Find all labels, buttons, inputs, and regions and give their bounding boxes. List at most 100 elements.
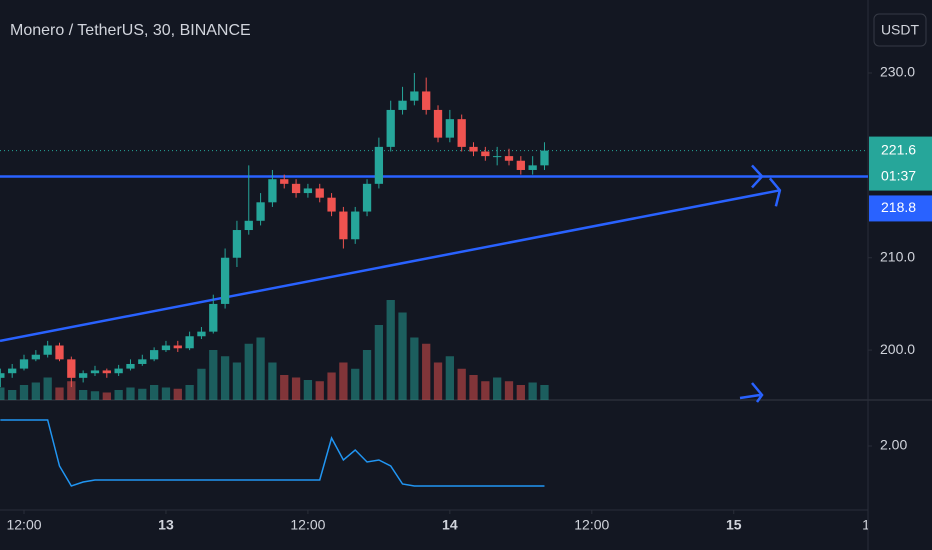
candle-body xyxy=(232,230,242,258)
x-tick-label: 12:00 xyxy=(6,517,41,533)
candle-body xyxy=(410,91,419,101)
volume-bar xyxy=(31,382,40,400)
candle-body xyxy=(19,359,29,369)
candle-body xyxy=(445,119,454,138)
candle-body xyxy=(31,354,40,360)
candle-body xyxy=(386,109,395,147)
volume-bar xyxy=(410,337,419,400)
candle-body xyxy=(374,146,384,184)
volume-bar xyxy=(0,387,5,400)
y-tick-label: 210.0 xyxy=(880,248,915,264)
volume-bar xyxy=(55,387,64,400)
candle-body xyxy=(457,119,466,147)
currency-label[interactable]: USDT xyxy=(881,22,920,38)
x-tick-label: 13 xyxy=(158,517,174,533)
volume-bar xyxy=(528,382,537,400)
volume-bar xyxy=(67,381,76,400)
candle-body xyxy=(138,359,147,364)
horizontal-line-label: 218.8 xyxy=(881,199,916,215)
volume-bar xyxy=(79,390,88,400)
x-tick-label: 14 xyxy=(442,517,458,533)
symbol-title: Monero / TetherUS, 30, BINANCE xyxy=(10,22,251,39)
candle-body xyxy=(67,359,76,378)
volume-bar xyxy=(433,362,443,400)
candle-body xyxy=(220,257,230,304)
volume-bar xyxy=(43,377,52,400)
candle-body xyxy=(481,151,490,157)
volume-bar xyxy=(161,387,171,400)
last-price-badge xyxy=(869,136,932,191)
volume-bar xyxy=(232,362,242,400)
candle-body xyxy=(256,202,265,221)
volume-bar xyxy=(291,377,301,400)
volume-bar xyxy=(351,368,360,400)
volume-bar xyxy=(256,337,265,400)
candle-body xyxy=(55,345,64,360)
currency-button[interactable] xyxy=(873,13,927,47)
candle-body xyxy=(0,373,5,378)
volume-bar xyxy=(149,385,159,400)
volume-bar xyxy=(504,381,514,400)
x-tick-label: 12:00 xyxy=(290,517,325,533)
candle-body xyxy=(327,197,336,212)
candle-body xyxy=(422,91,431,110)
volume-bar xyxy=(493,377,502,400)
candle-body xyxy=(149,350,159,360)
volume-bar xyxy=(220,356,230,400)
indicator-line xyxy=(0,419,545,487)
volume-bar xyxy=(374,325,384,400)
volume-bar xyxy=(173,388,182,400)
candle-body xyxy=(469,146,478,152)
candle-body xyxy=(161,345,171,351)
volume-bar xyxy=(303,380,313,400)
candle-body xyxy=(291,183,301,194)
volume-bar xyxy=(422,343,431,400)
volume-bar xyxy=(540,385,549,400)
volume-bar xyxy=(244,343,253,400)
volume-bar xyxy=(457,368,466,400)
last-price-label: 221.6 xyxy=(881,141,916,157)
y-tick-label: 230.0 xyxy=(880,64,915,80)
volume-bar xyxy=(114,390,123,400)
candle-body xyxy=(315,188,324,198)
trend-arrow xyxy=(768,177,782,207)
candle-body xyxy=(114,368,123,374)
candle-body xyxy=(102,370,111,374)
candle-body xyxy=(244,220,253,231)
volume-bar xyxy=(126,387,135,400)
volume-bar xyxy=(445,356,454,400)
candle-body xyxy=(185,336,194,349)
candle-body xyxy=(126,363,135,369)
candle-body xyxy=(433,109,443,138)
volume-bar xyxy=(90,391,100,400)
horizontal-line-badge xyxy=(869,195,932,222)
candle-body xyxy=(43,345,52,355)
candle-body xyxy=(79,373,88,378)
volume-bar xyxy=(386,300,395,400)
candle-body xyxy=(504,156,514,161)
candle-body xyxy=(280,179,289,184)
y-tick-label: 2.00 xyxy=(880,437,907,453)
candle-body xyxy=(493,156,502,158)
candle-body xyxy=(362,183,372,212)
drawing-arrow-fragment xyxy=(739,382,764,403)
candle-body xyxy=(268,179,277,203)
candle-body xyxy=(528,165,537,170)
volume-bar xyxy=(19,385,29,400)
x-tick-label: 15 xyxy=(726,517,742,533)
trend-line xyxy=(0,189,781,343)
countdown-label: 01:37 xyxy=(881,167,916,183)
volume-bar xyxy=(469,375,478,400)
horizontal-arrow xyxy=(751,164,764,189)
volume-bar xyxy=(339,362,348,400)
volume-bar xyxy=(280,375,289,400)
candle-body xyxy=(209,303,218,332)
candle-body xyxy=(90,370,100,374)
volume-bar xyxy=(481,381,490,400)
candle-body xyxy=(398,100,407,110)
candle-body xyxy=(540,150,549,166)
volume-bar xyxy=(209,350,218,400)
volume-bar xyxy=(185,385,194,400)
candle-body xyxy=(173,345,182,349)
